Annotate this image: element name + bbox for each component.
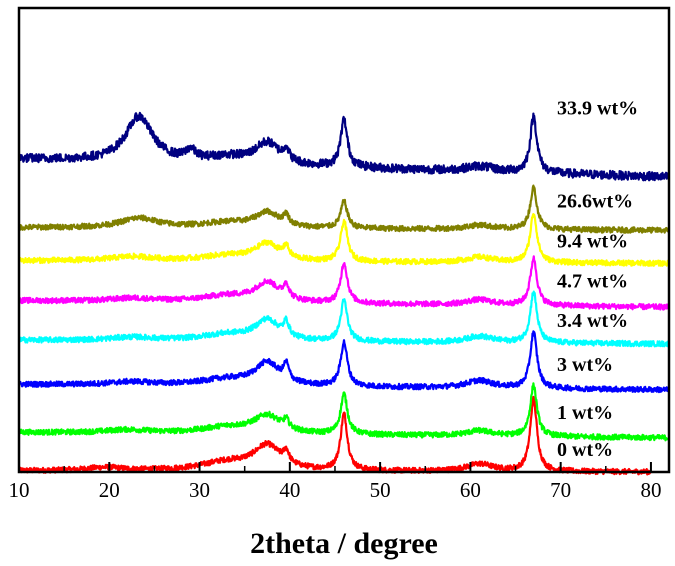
x-axis-title: 2theta / degree: [250, 527, 438, 560]
series-label-2: 3 wt%: [557, 354, 613, 376]
series-label-3: 3.4 wt%: [557, 310, 628, 332]
x-tick-label-3: 40: [279, 478, 300, 502]
series-label-0: 0 wt%: [557, 439, 613, 461]
series-label-4: 4.7 wt%: [557, 270, 628, 292]
series-line-4: [17, 255, 671, 311]
x-tick-label-1: 20: [99, 478, 120, 502]
x-tick-label-6: 70: [550, 478, 571, 502]
series-label-6: 26.6wt%: [557, 190, 633, 212]
series-line-7: [17, 111, 670, 182]
series-line-6: [17, 184, 671, 234]
x-tick-label-0: 10: [9, 478, 30, 502]
x-tick-label-7: 80: [640, 478, 661, 502]
series-line-1: [17, 382, 671, 442]
series-line-2: [17, 330, 671, 394]
series-label-layer: 0 wt% 1 wt% 3 wt% 3.4 wt% 4.7 wt% 9.4 wt% 26.6…: [557, 98, 638, 461]
series-line-3: [17, 290, 671, 348]
tick-layer: 10 20 30 40 50 60 70 80: [9, 462, 661, 502]
x-tick-label-2: 30: [189, 478, 210, 502]
series-label-7: 33.9 wt%: [557, 98, 638, 120]
x-tick-label-5: 60: [460, 478, 481, 502]
series-line-5: [17, 213, 671, 267]
series-label-1: 1 wt%: [557, 402, 613, 424]
plot-frame: [17, 6, 671, 474]
x-tick-label-4: 50: [370, 478, 391, 502]
series-layer: [17, 111, 671, 476]
series-label-5: 9.4 wt%: [557, 230, 628, 252]
series-line-0: [17, 395, 652, 476]
